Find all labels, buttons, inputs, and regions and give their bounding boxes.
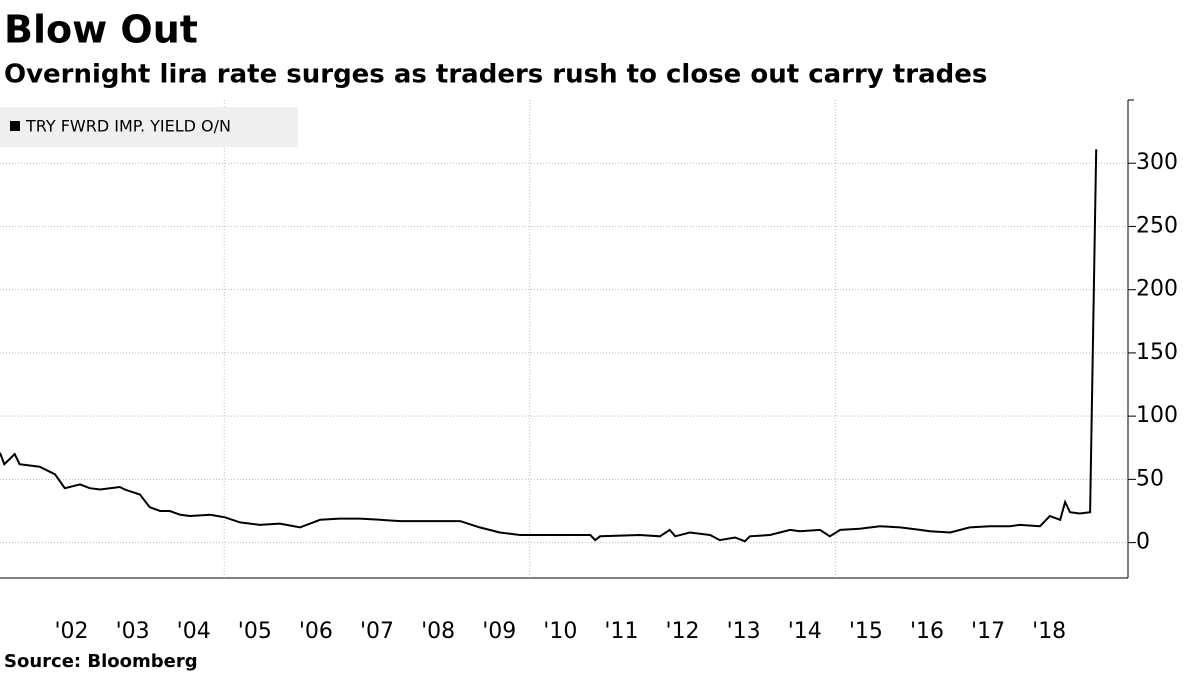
x-tick-label: '15: [849, 619, 883, 644]
x-tick-label: '17: [971, 619, 1005, 644]
x-tick-label: '13: [727, 619, 761, 644]
x-tick-label: '08: [421, 619, 455, 644]
x-tick-label: '06: [299, 619, 333, 644]
x-tick-label: '16: [910, 619, 944, 644]
x-tick-label: '18: [1032, 619, 1066, 644]
x-tick-label: '09: [482, 619, 516, 644]
y-tick-label: 50: [1136, 466, 1164, 491]
y-tick-label: 250: [1136, 213, 1178, 238]
x-tick-label: '10: [543, 619, 577, 644]
legend-label: TRY FWRD IMP. YIELD O/N: [25, 117, 231, 136]
x-tick-label: '05: [238, 619, 272, 644]
y-tick-label: 300: [1136, 150, 1178, 175]
x-tick-label: '04: [177, 619, 211, 644]
chart-title: Blow Out: [4, 8, 198, 52]
y-tick-label: 200: [1136, 277, 1178, 302]
x-tick-label: '11: [604, 619, 638, 644]
source: Source: Bloomberg: [4, 651, 198, 672]
y-tick-label: 150: [1136, 340, 1178, 365]
data-line: [0, 149, 1098, 543]
y-tick-label: 0: [1136, 530, 1150, 555]
y-tick-label: 100: [1136, 403, 1178, 428]
chart-subtitle: Overnight lira rate surges as traders ru…: [4, 60, 987, 90]
x-tick-label: '02: [54, 619, 88, 644]
x-tick-label: '07: [360, 619, 394, 644]
x-tick-label: '12: [666, 619, 700, 644]
x-tick-label: '03: [116, 619, 150, 644]
legend-swatch: [10, 121, 20, 131]
legend-box: [0, 107, 298, 147]
x-tick-label: '14: [788, 619, 822, 644]
